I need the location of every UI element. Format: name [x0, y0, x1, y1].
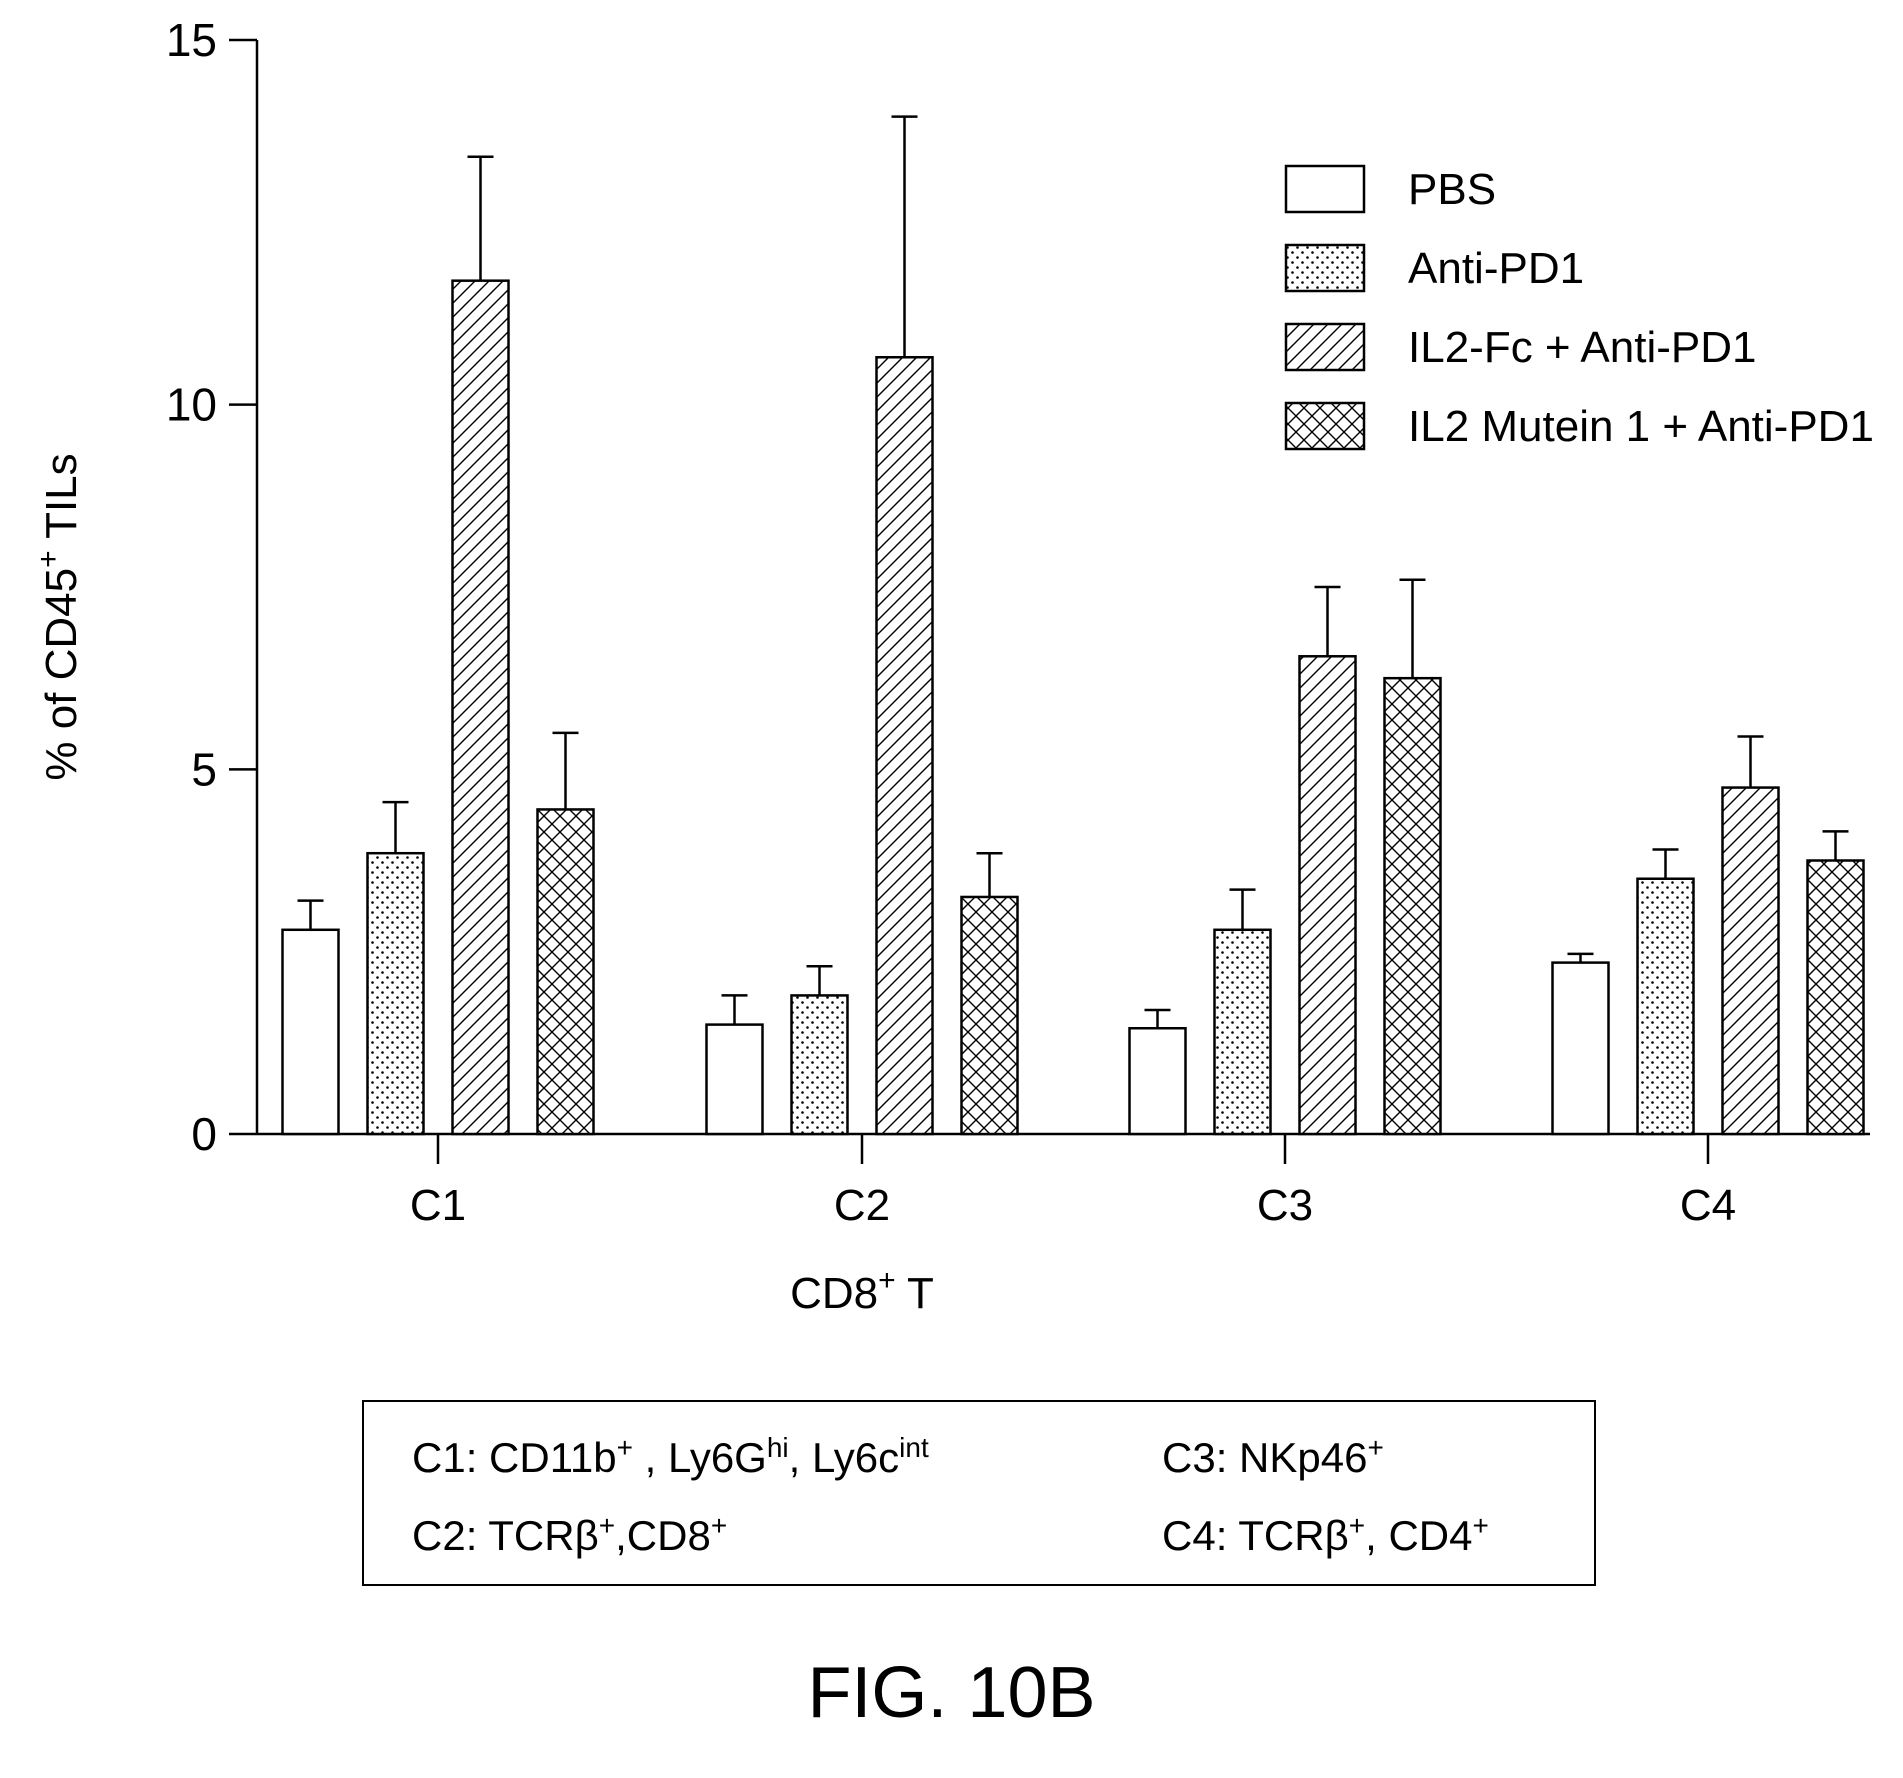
figure-caption: FIG. 10B: [807, 1653, 1096, 1733]
legend-swatch: [1284, 322, 1366, 372]
y-axis-label: % of CD45+ TILs: [32, 453, 86, 780]
bar-chart: 0 5 10 15 C1 C2 C3 C4 PBS Anti-PD1 IL2-Fc + Anti…: [32, 14, 1874, 1318]
legend-swatch: [1284, 164, 1366, 214]
y-tick-label: 15: [166, 14, 217, 66]
x-tick-label: C4: [1680, 1181, 1736, 1230]
bars-group: [281, 115, 1865, 1136]
key-c4: C4: TCRβ+, CD4+: [1162, 1510, 1489, 1559]
key-c3: C3: NKp46+: [1162, 1432, 1384, 1481]
legend-label: PBS: [1408, 165, 1496, 214]
legend-label: IL2 Mutein 1 + Anti-PD1: [1408, 402, 1874, 451]
bar: [960, 895, 1019, 1136]
legend-swatch: [1284, 243, 1366, 293]
bar: [875, 356, 934, 1136]
key-c2: C2: TCRβ+,CD8+: [412, 1510, 728, 1559]
bar: [1636, 877, 1695, 1136]
x-tick-label: C1: [410, 1181, 466, 1230]
x-axis: C1 C2 C3 C4: [257, 1132, 1870, 1230]
bar: [790, 994, 849, 1136]
x-tick-label: C3: [1257, 1181, 1313, 1230]
legend: PBS Anti-PD1 IL2-Fc + Anti-PD1 IL2 Mutein 1…: [1284, 164, 1874, 451]
category-key-box: C1: CD11b+ , Ly6Ghi, Ly6cint C3: NKp46+ …: [362, 1400, 1596, 1586]
bar: [451, 279, 510, 1136]
y-tick-label: 5: [191, 743, 217, 795]
bar: [366, 851, 425, 1136]
bar: [1128, 1026, 1187, 1136]
x-axis-sublabel: CD8+ T: [790, 1264, 934, 1318]
legend-label: IL2-Fc + Anti-PD1: [1408, 323, 1756, 372]
bar: [1721, 786, 1780, 1136]
y-tick-label: 10: [166, 379, 217, 431]
bar: [1298, 655, 1357, 1136]
x-tick-label: C2: [834, 1181, 890, 1230]
bar: [1383, 676, 1442, 1136]
bar: [536, 808, 595, 1136]
bar: [1806, 859, 1865, 1136]
y-axis: 0 5 10 15: [166, 14, 259, 1160]
bar: [705, 1023, 764, 1136]
y-tick-label: 0: [191, 1108, 217, 1160]
bar: [281, 928, 340, 1136]
bar: [1213, 928, 1272, 1136]
key-c1: C1: CD11b+ , Ly6Ghi, Ly6cint: [412, 1432, 929, 1481]
bar: [1551, 961, 1610, 1136]
legend-label: Anti-PD1: [1408, 244, 1584, 293]
legend-swatch: [1284, 401, 1366, 451]
